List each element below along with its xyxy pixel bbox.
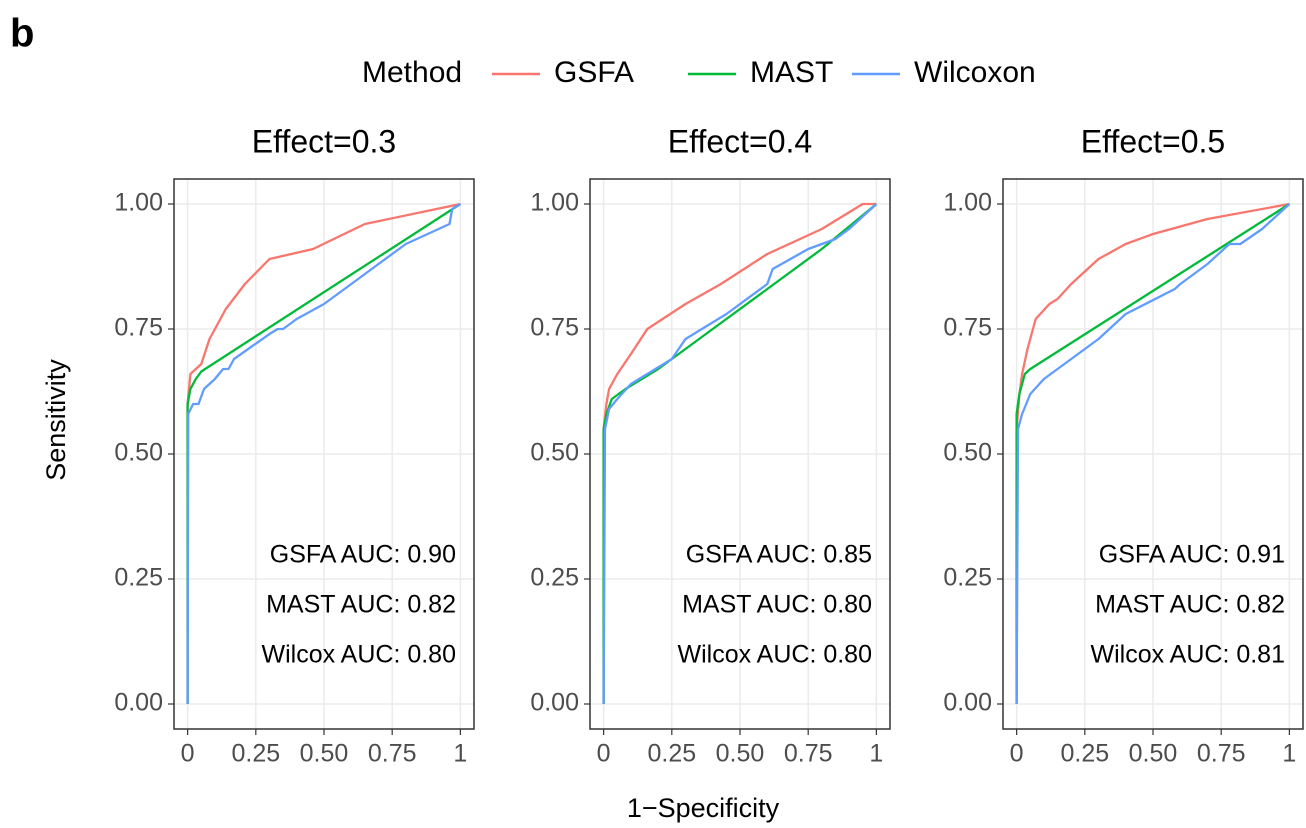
x-tick-label: 0.75 — [368, 740, 417, 768]
y-tick-label: 0.25 — [114, 564, 163, 592]
y-tick-label: 0.00 — [114, 689, 163, 717]
auc-annotation: GSFA AUC: 0.91 — [1099, 541, 1285, 569]
x-tick-label: 0.25 — [231, 740, 280, 768]
auc-annotation: MAST AUC: 0.80 — [682, 591, 872, 619]
x-tick-label: 0 — [1010, 740, 1024, 768]
auc-annotation: GSFA AUC: 0.85 — [686, 541, 872, 569]
y-tick-label: 0.50 — [114, 439, 163, 467]
x-tick-label: 0.25 — [1060, 740, 1109, 768]
roc-curve — [186, 202, 461, 704]
auc-annotation: Wilcox AUC: 0.80 — [261, 641, 456, 669]
panel-title: Effect=0.5 — [1081, 123, 1225, 159]
x-tick-label: 1 — [869, 740, 883, 768]
legend-label: GSFA — [554, 56, 634, 89]
y-tick-label: 1.00 — [114, 189, 163, 217]
x-tick-label: 0.25 — [647, 740, 696, 768]
y-tick-label: 0.75 — [114, 314, 163, 342]
plot-frame — [589, 178, 891, 730]
x-tick-label: 0.75 — [784, 740, 833, 768]
y-tick-label: 0.75 — [943, 314, 992, 342]
y-tick-label: 0.50 — [943, 439, 992, 467]
legend-label: MAST — [750, 56, 833, 89]
x-tick-label: 0.75 — [1197, 740, 1246, 768]
auc-annotation: GSFA AUC: 0.90 — [270, 541, 456, 569]
x-tick-label: 0.50 — [1129, 740, 1178, 768]
roc-curve — [1015, 203, 1291, 704]
x-axis-label: 1−Specificity — [627, 793, 780, 823]
legend-title: Method — [362, 56, 462, 89]
y-tick-label: 0.50 — [530, 439, 579, 467]
plot-frame — [173, 178, 475, 730]
y-tick-label: 0.00 — [530, 689, 579, 717]
roc-curve — [1015, 203, 1291, 705]
roc-curve — [602, 203, 878, 704]
roc-curve — [186, 203, 461, 705]
x-tick-label: 0.50 — [716, 740, 765, 768]
y-tick-label: 0.75 — [530, 314, 579, 342]
plot-frame — [1002, 178, 1304, 730]
x-tick-label: 0 — [181, 740, 195, 768]
panel-title: Effect=0.4 — [668, 123, 812, 159]
roc-curve — [602, 203, 878, 705]
auc-annotation: MAST AUC: 0.82 — [266, 591, 456, 619]
auc-annotation: MAST AUC: 0.82 — [1095, 591, 1285, 619]
roc-curve — [602, 202, 877, 704]
y-tick-label: 1.00 — [943, 189, 992, 217]
legend-label: Wilcoxon — [914, 56, 1036, 89]
x-tick-label: 1 — [1282, 740, 1296, 768]
x-tick-label: 1 — [453, 740, 467, 768]
auc-annotation: Wilcox AUC: 0.81 — [1090, 641, 1285, 669]
panel-label: b — [10, 12, 34, 56]
panel-title: Effect=0.3 — [252, 123, 396, 159]
auc-annotation: Wilcox AUC: 0.80 — [677, 641, 872, 669]
y-tick-label: 0.00 — [943, 689, 992, 717]
y-tick-label: 0.25 — [943, 564, 992, 592]
y-tick-label: 0.25 — [530, 564, 579, 592]
x-tick-label: 0 — [597, 740, 611, 768]
y-axis-label: Sensitivity — [41, 359, 71, 481]
x-tick-label: 0.50 — [300, 740, 349, 768]
y-tick-label: 1.00 — [530, 189, 579, 217]
